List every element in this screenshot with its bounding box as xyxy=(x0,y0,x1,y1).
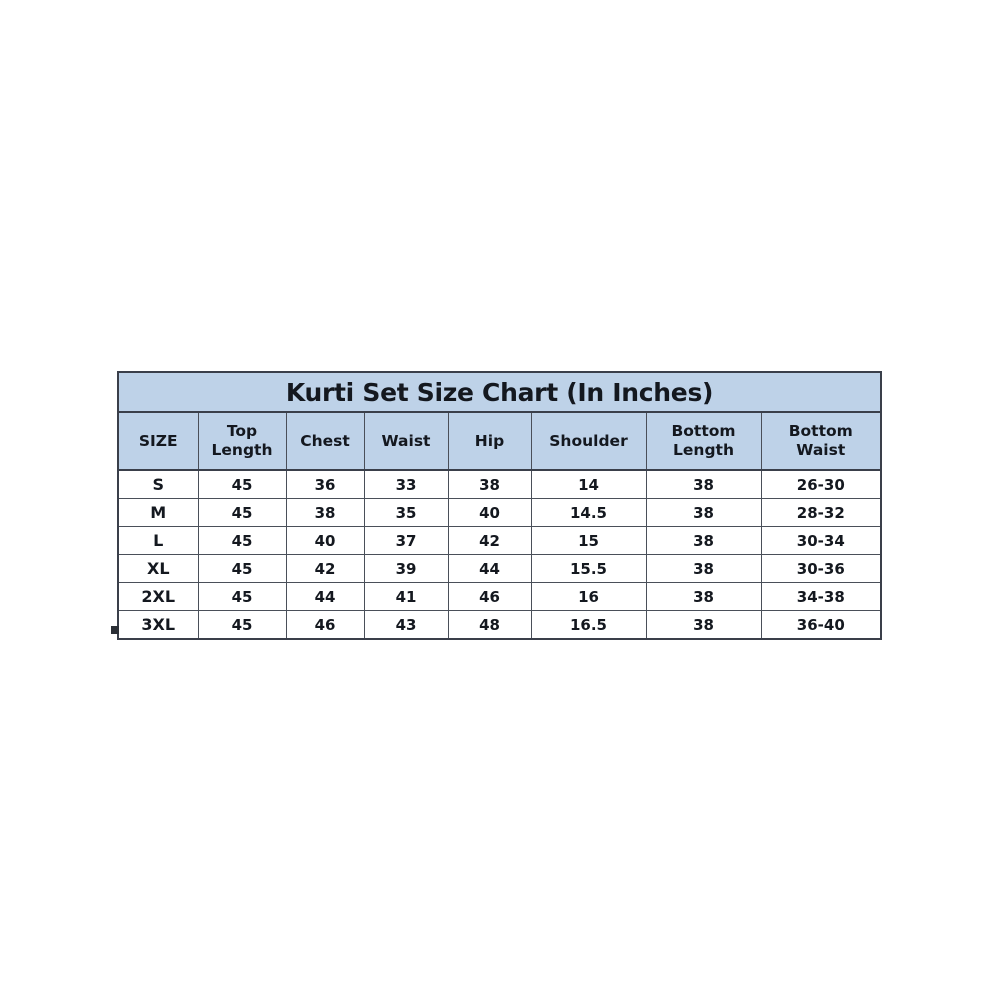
table-row: 3XL 45 46 43 48 16.5 38 36-40 xyxy=(117,610,882,640)
cell-chest: 36 xyxy=(285,469,365,499)
column-header-bottom-length-label-line1: Bottom xyxy=(671,422,736,441)
cell-size: 3XL xyxy=(117,610,199,640)
cell-size: L xyxy=(117,526,199,555)
cell-size: M xyxy=(117,498,199,527)
cell-bottom-waist: 28-32 xyxy=(760,498,882,527)
cell-shoulder: 16.5 xyxy=(530,610,647,640)
cell-top-length: 45 xyxy=(197,469,287,499)
column-header-size: SIZE xyxy=(117,411,199,471)
cell-chest: 46 xyxy=(285,610,365,640)
column-header-hip-label: Hip xyxy=(474,431,505,450)
cell-bottom-length: 38 xyxy=(645,582,762,611)
table-row: 2XL 45 44 41 46 16 38 34-38 xyxy=(117,582,882,611)
cell-top-length: 45 xyxy=(197,582,287,611)
cell-hip: 42 xyxy=(447,526,532,555)
column-header-bottom-length: Bottom Length xyxy=(645,411,762,471)
column-header-shoulder-label: Shoulder xyxy=(549,431,628,450)
cell-top-length: 45 xyxy=(197,526,287,555)
cell-shoulder: 14 xyxy=(530,469,647,499)
cell-waist: 33 xyxy=(363,469,449,499)
cell-hip: 38 xyxy=(447,469,532,499)
cell-bottom-length: 38 xyxy=(645,526,762,555)
cell-bottom-length: 38 xyxy=(645,498,762,527)
table-resize-handle[interactable] xyxy=(111,626,119,634)
cell-size: 2XL xyxy=(117,582,199,611)
size-chart-table: Kurti Set Size Chart (In Inches) SIZE To… xyxy=(117,371,883,640)
table-row: S 45 36 33 38 14 38 26-30 xyxy=(117,469,882,499)
cell-shoulder: 15.5 xyxy=(530,554,647,583)
cell-chest: 40 xyxy=(285,526,365,555)
cell-chest: 38 xyxy=(285,498,365,527)
cell-hip: 46 xyxy=(447,582,532,611)
column-header-shoulder: Shoulder xyxy=(530,411,647,471)
cell-waist: 41 xyxy=(363,582,449,611)
column-header-size-label: SIZE xyxy=(138,431,178,450)
cell-hip: 44 xyxy=(447,554,532,583)
cell-bottom-waist: 26-30 xyxy=(760,469,882,499)
cell-chest: 44 xyxy=(285,582,365,611)
cell-hip: 40 xyxy=(447,498,532,527)
cell-shoulder: 14.5 xyxy=(530,498,647,527)
cell-shoulder: 16 xyxy=(530,582,647,611)
chart-title: Kurti Set Size Chart (In Inches) xyxy=(117,371,882,413)
cell-bottom-waist: 30-36 xyxy=(760,554,882,583)
column-header-hip: Hip xyxy=(447,411,532,471)
cell-top-length: 45 xyxy=(197,498,287,527)
cell-bottom-length: 38 xyxy=(645,554,762,583)
cell-bottom-length: 38 xyxy=(645,469,762,499)
column-header-bottom-waist-label-line2: Waist xyxy=(796,441,846,459)
column-header-top-length-label-line2: Length xyxy=(211,441,273,459)
table-row: L 45 40 37 42 15 38 30-34 xyxy=(117,526,882,555)
column-header-chest: Chest xyxy=(285,411,365,471)
cell-bottom-waist: 30-34 xyxy=(760,526,882,555)
cell-waist: 35 xyxy=(363,498,449,527)
column-header-waist-label: Waist xyxy=(381,431,431,450)
column-header-bottom-waist: Bottom Waist xyxy=(760,411,882,471)
cell-bottom-length: 38 xyxy=(645,610,762,640)
cell-waist: 37 xyxy=(363,526,449,555)
table-row: M 45 38 35 40 14.5 38 28-32 xyxy=(117,498,882,527)
column-header-waist: Waist xyxy=(363,411,449,471)
column-header-top-length-label-line1: Top xyxy=(226,422,258,441)
cell-bottom-waist: 34-38 xyxy=(760,582,882,611)
column-header-chest-label: Chest xyxy=(300,431,350,450)
cell-top-length: 45 xyxy=(197,610,287,640)
cell-top-length: 45 xyxy=(197,554,287,583)
cell-hip: 48 xyxy=(447,610,532,640)
cell-bottom-waist: 36-40 xyxy=(760,610,882,640)
column-header-top-length: Top Length xyxy=(197,411,287,471)
cell-shoulder: 15 xyxy=(530,526,647,555)
cell-size: XL xyxy=(117,554,199,583)
column-header-bottom-waist-label-line1: Bottom xyxy=(788,422,853,441)
cell-waist: 39 xyxy=(363,554,449,583)
table-row: XL 45 42 39 44 15.5 38 30-36 xyxy=(117,554,882,583)
table-header-row: SIZE Top Length Chest Waist Hip Shoulder… xyxy=(117,411,882,471)
table-title-row: Kurti Set Size Chart (In Inches) xyxy=(117,371,882,413)
column-header-bottom-length-label-line2: Length xyxy=(673,441,734,459)
cell-waist: 43 xyxy=(363,610,449,640)
cell-chest: 42 xyxy=(285,554,365,583)
cell-size: S xyxy=(117,469,199,499)
